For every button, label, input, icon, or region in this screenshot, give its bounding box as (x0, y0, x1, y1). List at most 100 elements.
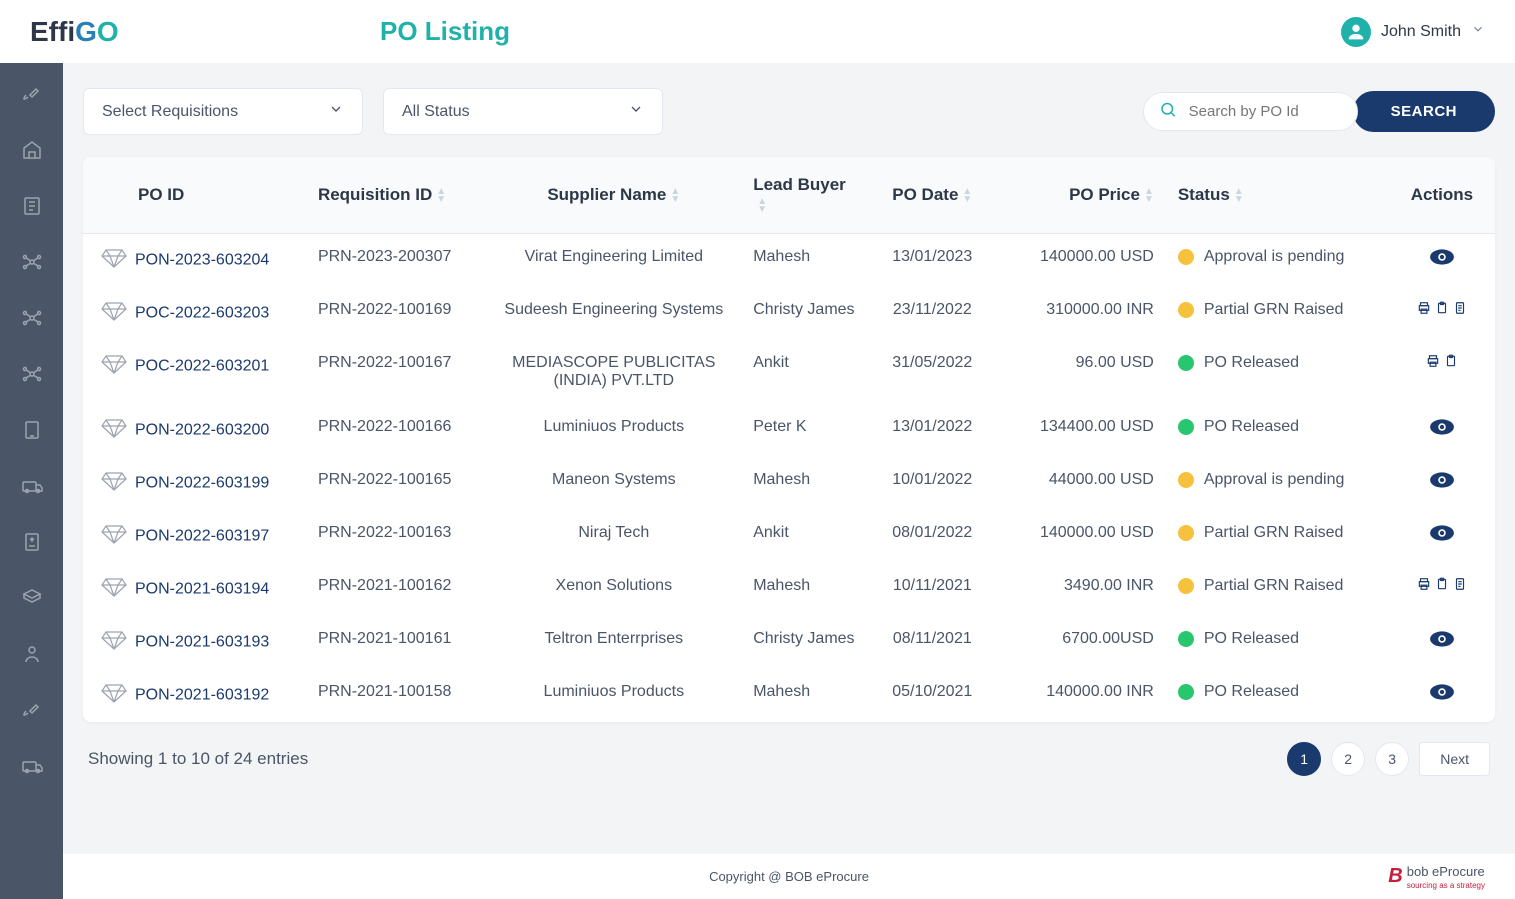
status-dot-icon (1178, 525, 1194, 541)
po-id-link[interactable]: PON-2021-603192 (135, 687, 269, 704)
view-action-icon[interactable] (1429, 635, 1455, 652)
buyer-cell: Mahesh (741, 234, 868, 288)
diamond-icon (101, 301, 129, 326)
price-cell: 3490.00 INR (996, 563, 1166, 616)
sidebar-item-3[interactable] (18, 192, 46, 220)
view-action-icon[interactable] (1429, 476, 1455, 493)
po-id-link[interactable]: PON-2023-603204 (135, 252, 269, 269)
po-id-link[interactable]: PON-2022-603199 (135, 475, 269, 492)
footer-logo: B bob eProcure sourcing as a strategy (1388, 863, 1485, 890)
sidebar-item-4[interactable] (18, 248, 46, 276)
status-text: Approval is pending (1204, 471, 1345, 488)
table-row: PON-2022-603200PRN-2022-100166Luminiuos … (83, 404, 1495, 457)
page-button-2[interactable]: 2 (1331, 742, 1365, 776)
supplier-cell: MEDIASCOPE PUBLICITAS (INDIA) PVT.LTD (486, 340, 741, 404)
date-cell: 31/05/2022 (869, 340, 996, 404)
clip-action-icon[interactable] (1435, 577, 1449, 596)
page-title: PO Listing (380, 16, 510, 47)
pagination: 123 Next (1287, 742, 1490, 776)
status-select[interactable]: All Status (383, 88, 663, 135)
buyer-cell: Mahesh (741, 563, 868, 616)
clip-action-icon[interactable] (1444, 354, 1458, 373)
price-cell: 6700.00USD (996, 616, 1166, 669)
column-header[interactable]: PO Price▲▼ (996, 157, 1166, 234)
status-dot-icon (1178, 684, 1194, 700)
view-action-icon[interactable] (1429, 253, 1455, 270)
sort-icon: ▲▼ (757, 198, 767, 214)
status-select-label: All Status (402, 103, 470, 121)
column-header[interactable]: Supplier Name▲▼ (486, 157, 741, 234)
diamond-icon (101, 354, 129, 379)
view-action-icon[interactable] (1429, 688, 1455, 705)
column-label: Supplier Name (547, 185, 666, 204)
column-label: PO Price (1069, 185, 1140, 204)
po-id-link[interactable]: POC-2022-603203 (135, 305, 269, 322)
status-dot-icon (1178, 578, 1194, 594)
sidebar-item-7[interactable] (18, 416, 46, 444)
po-id-link[interactable]: PON-2021-603193 (135, 634, 269, 651)
view-action-icon[interactable] (1429, 529, 1455, 546)
buyer-cell: Christy James (741, 287, 868, 340)
next-button[interactable]: Next (1419, 742, 1490, 776)
diamond-icon (101, 418, 129, 443)
date-cell: 08/11/2021 (869, 616, 996, 669)
req-id-cell: PRN-2021-100158 (306, 669, 486, 722)
sidebar-item-12[interactable] (18, 696, 46, 724)
requisitions-select[interactable]: Select Requisitions (83, 88, 363, 135)
view-action-icon[interactable] (1429, 423, 1455, 440)
buyer-cell: Mahesh (741, 669, 868, 722)
diamond-icon (101, 630, 129, 655)
sidebar-item-8[interactable] (18, 472, 46, 500)
actions-cell (1389, 457, 1495, 510)
column-header[interactable]: PO Date▲▼ (869, 157, 996, 234)
price-cell: 140000.00 INR (996, 669, 1166, 722)
status-dot-icon (1178, 472, 1194, 488)
table-row: PON-2022-603197PRN-2022-100163Niraj Tech… (83, 510, 1495, 563)
supplier-cell: Niraj Tech (486, 510, 741, 563)
po-id-link[interactable]: PON-2022-603200 (135, 422, 269, 439)
status-cell: Partial GRN Raised (1166, 287, 1389, 340)
doc-action-icon[interactable] (1453, 301, 1467, 320)
print-action-icon[interactable] (1417, 301, 1431, 320)
print-action-icon[interactable] (1426, 354, 1440, 373)
page-button-1[interactable]: 1 (1287, 742, 1321, 776)
column-label: PO Date (892, 185, 958, 204)
supplier-cell: Luminiuos Products (486, 669, 741, 722)
buyer-cell: Ankit (741, 340, 868, 404)
column-header[interactable]: Lead Buyer▲▼ (741, 157, 868, 234)
buyer-cell: Peter K (741, 404, 868, 457)
sidebar-item-10[interactable] (18, 584, 46, 612)
sidebar-item-13[interactable] (18, 752, 46, 780)
po-id-link[interactable]: PON-2022-603197 (135, 528, 269, 545)
status-cell: Approval is pending (1166, 457, 1389, 510)
doc-action-icon[interactable] (1453, 577, 1467, 596)
date-cell: 05/10/2021 (869, 669, 996, 722)
clip-action-icon[interactable] (1435, 301, 1449, 320)
table-row: POC-2022-603201PRN-2022-100167MEDIASCOPE… (83, 340, 1495, 404)
sidebar-item-5[interactable] (18, 304, 46, 332)
page-button-3[interactable]: 3 (1375, 742, 1409, 776)
chevron-down-icon (1471, 22, 1485, 41)
sidebar-item-2[interactable] (18, 136, 46, 164)
search-button[interactable]: SEARCH (1353, 91, 1495, 132)
sidebar-item-11[interactable] (18, 640, 46, 668)
sidebar-item-9[interactable] (18, 528, 46, 556)
po-id-link[interactable]: PON-2021-603194 (135, 581, 269, 598)
sidebar-item-6[interactable] (18, 360, 46, 388)
po-id-link[interactable]: POC-2022-603201 (135, 358, 269, 375)
status-text: Approval is pending (1204, 248, 1345, 265)
sidebar-item-1[interactable] (18, 80, 46, 108)
diamond-icon (101, 577, 129, 602)
column-label: Status (1178, 185, 1230, 204)
status-dot-icon (1178, 302, 1194, 318)
table-row: PON-2021-603193PRN-2021-100161Teltron En… (83, 616, 1495, 669)
sort-icon: ▲▼ (670, 188, 680, 204)
print-action-icon[interactable] (1417, 577, 1431, 596)
user-menu[interactable]: John Smith (1341, 17, 1485, 47)
price-cell: 140000.00 USD (996, 510, 1166, 563)
supplier-cell: Virat Engineering Limited (486, 234, 741, 288)
supplier-cell: Xenon Solutions (486, 563, 741, 616)
footer-logo-sub: sourcing as a strategy (1407, 881, 1485, 890)
column-header[interactable]: Requisition ID▲▼ (306, 157, 486, 234)
column-header[interactable]: Status▲▼ (1166, 157, 1389, 234)
